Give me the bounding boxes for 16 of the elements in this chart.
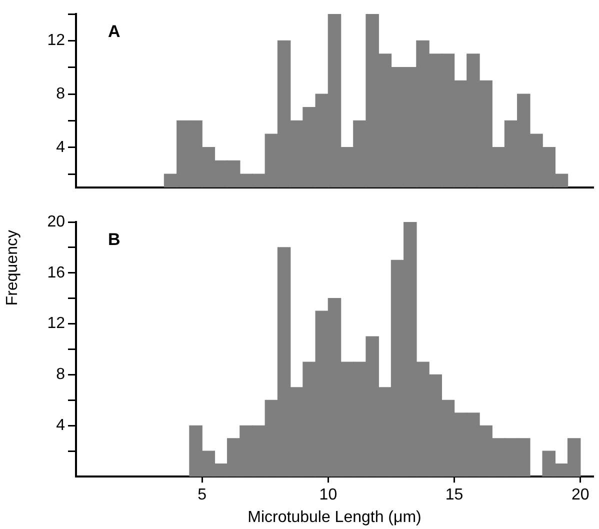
- y-tick-label: 8: [56, 85, 66, 102]
- y-tick-label: 20: [47, 213, 66, 230]
- x-axis-title: Microtubule Length (μm): [248, 508, 422, 526]
- text: B: [108, 230, 120, 250]
- y-tick-label: 8: [56, 366, 66, 384]
- y-tick-label: 12: [47, 315, 66, 332]
- y-tick-label: 16: [47, 264, 66, 282]
- x-tick-label: 10: [319, 486, 338, 504]
- x-tick-label: 15: [445, 486, 464, 504]
- y-tick-label: 4: [56, 138, 66, 156]
- x-tick-label: 5: [198, 486, 207, 504]
- text: A: [108, 22, 120, 42]
- y-axis-title: Frequency: [4, 230, 22, 306]
- y-tick-label: 12: [47, 32, 66, 50]
- y-tick-label: 4: [56, 417, 66, 434]
- x-tick-label: 20: [571, 486, 590, 504]
